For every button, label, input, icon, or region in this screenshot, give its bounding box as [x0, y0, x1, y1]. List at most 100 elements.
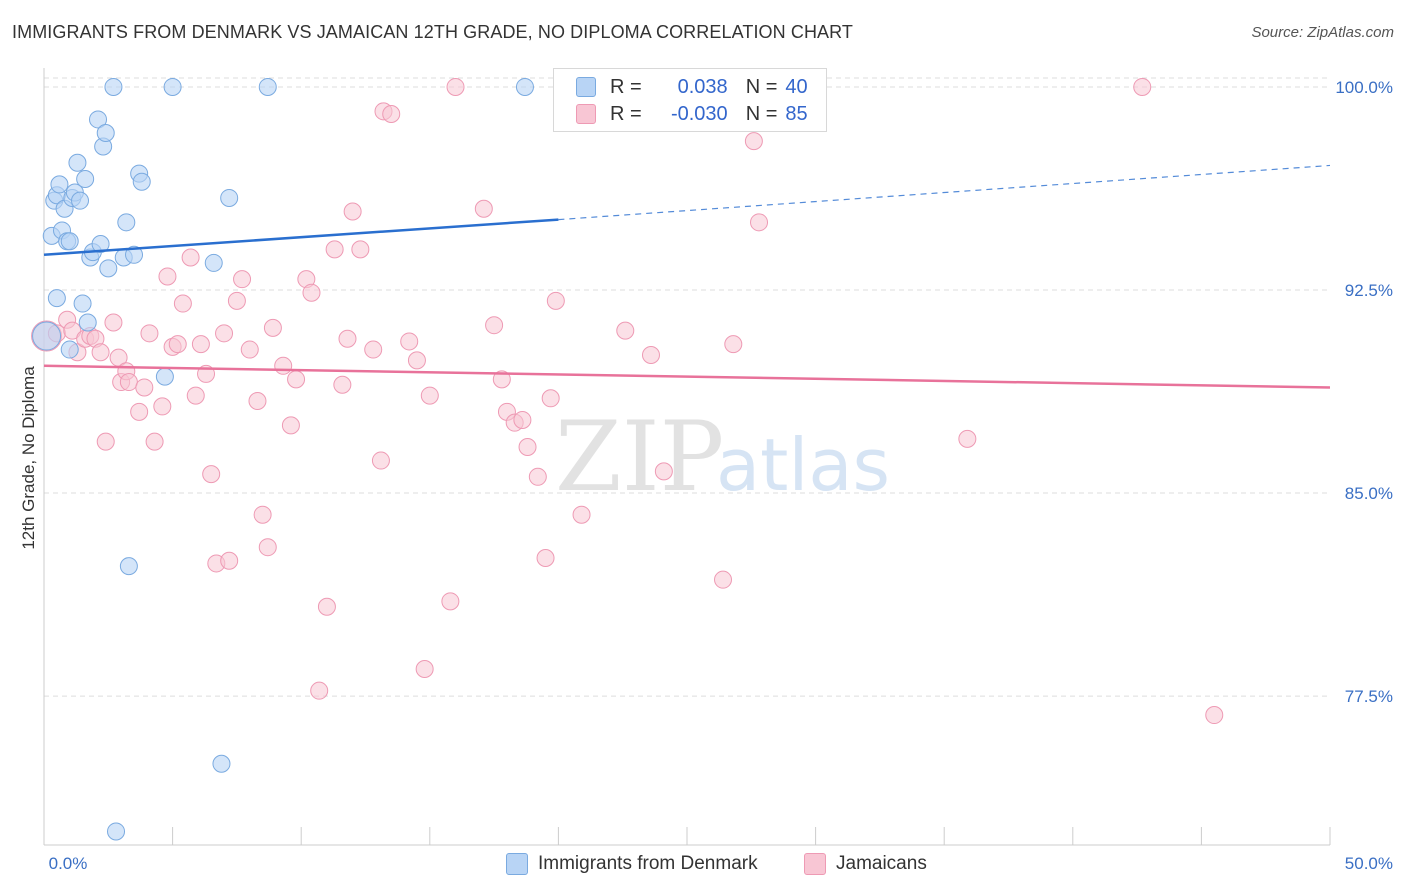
- jamaicans-point: [215, 324, 234, 343]
- chart-title: IMMIGRANTS FROM DENMARK VS JAMAICAN 12TH…: [12, 22, 854, 42]
- bottom-legend-jamaicans: Jamaicans: [804, 850, 927, 878]
- axes: [43, 68, 1331, 846]
- jamaicans-point: [338, 329, 357, 348]
- jamaicans-point: [227, 291, 246, 310]
- legend-swatch-jamaicans: [576, 104, 596, 124]
- legend-swatch-denmark: [576, 77, 596, 97]
- denmark-point: [47, 289, 66, 308]
- jamaicans-point: [400, 332, 419, 351]
- watermark-zip: ZIP: [555, 401, 724, 513]
- denmark-point: [60, 232, 79, 251]
- x-tick-labels: 0.0% 50.0%: [49, 854, 1393, 873]
- denmark-point: [155, 367, 174, 386]
- jamaicans-point: [253, 505, 272, 524]
- denmark-point: [50, 175, 69, 194]
- denmark-point: [73, 294, 92, 313]
- jamaicans-point: [317, 597, 336, 616]
- y-tick-label: 77.5%: [1345, 687, 1393, 706]
- bottom-legend-swatch-denmark: [506, 853, 528, 875]
- jamaicans-point: [186, 386, 205, 405]
- jamaicans-point: [119, 373, 138, 392]
- denmark-point: [76, 170, 95, 188]
- jamaicans-trend-line: [43, 364, 1331, 389]
- jamaicans-point: [202, 465, 221, 484]
- jamaicans-point: [302, 283, 321, 302]
- legend-n-label: N =: [745, 75, 778, 98]
- denmark-point: [220, 188, 239, 207]
- jamaicans-point: [233, 270, 252, 289]
- jamaicans-point: [274, 356, 293, 375]
- watermark-atlas: atlas: [716, 423, 890, 507]
- jamaicans-point: [63, 321, 82, 340]
- jamaicans-point: [248, 392, 267, 410]
- jamaicans-point: [724, 335, 743, 354]
- jamaicans-point: [153, 397, 172, 416]
- chart-source: Source: ZipAtlas.com: [1251, 24, 1394, 41]
- x-tick-label-min: 0.0%: [49, 854, 88, 873]
- jamaicans-point: [654, 462, 673, 481]
- jamaicans-point: [616, 321, 635, 340]
- stats-legend: R = 0.038 N = 40 R = -0.030 N = 85: [553, 68, 827, 132]
- y-tick-label: 85.0%: [1345, 484, 1393, 503]
- bottom-legend-label-denmark: Immigrants from Denmark: [538, 853, 758, 874]
- jamaicans-point: [1205, 706, 1224, 725]
- jamaicans-point: [351, 240, 370, 259]
- denmark-trend-line: [43, 218, 559, 257]
- denmark-point: [96, 123, 115, 142]
- legend-row-denmark: R = 0.038 N = 40: [576, 74, 808, 100]
- denmark-point: [212, 754, 231, 773]
- grid-lines: [44, 77, 1330, 697]
- denmark-point: [119, 557, 138, 576]
- jamaicans-point: [750, 213, 769, 232]
- legend-r-label: R =: [610, 75, 642, 98]
- y-axis-label: 12th Grade, No Diploma: [19, 366, 38, 550]
- jamaicans-point: [191, 335, 210, 354]
- denmark-point: [68, 153, 87, 172]
- jamaicans-point: [104, 313, 123, 332]
- denmark-point: [60, 340, 79, 359]
- jamaicans-point: [513, 410, 532, 429]
- jamaicans-point: [287, 370, 306, 389]
- jamaicans-point: [343, 202, 362, 221]
- jamaicans-point: [528, 467, 547, 486]
- jamaicans-point: [714, 570, 733, 589]
- jamaicans-point: [168, 335, 187, 354]
- denmark-point: [125, 245, 144, 264]
- jamaicans-point: [382, 105, 401, 124]
- denmark-point: [107, 822, 126, 841]
- jamaicans-point: [220, 551, 239, 570]
- jamaicans-point: [474, 199, 493, 218]
- denmark-point: [32, 321, 62, 351]
- legend-n-value: 85: [785, 102, 808, 125]
- denmark-point: [515, 77, 534, 96]
- jamaicans-point: [518, 438, 537, 457]
- denmark-point: [163, 77, 182, 96]
- denmark-point: [78, 313, 97, 332]
- jamaicans-point: [145, 432, 164, 451]
- jamaicans-point: [541, 389, 560, 408]
- legend-n-label: N =: [745, 102, 778, 125]
- jamaicans-point: [415, 660, 434, 679]
- jamaicans-point: [546, 291, 565, 310]
- denmark-point: [71, 191, 90, 210]
- legend-n-value: 40: [785, 75, 808, 98]
- y-tick-label: 92.5%: [1345, 281, 1393, 300]
- jamaicans-point: [441, 592, 460, 611]
- y-tick-labels: 100.0% 92.5% 85.0% 77.5%: [1335, 78, 1393, 706]
- jamaicans-point: [258, 538, 277, 557]
- legend-r-value: 0.038: [677, 75, 728, 98]
- jamaicans-point: [1133, 77, 1152, 96]
- x-tick-label-max: 50.0%: [1345, 854, 1393, 873]
- jamaicans-point: [364, 340, 383, 359]
- trend-lines: [43, 164, 1331, 389]
- jamaicans-point: [641, 345, 660, 364]
- jamaicans-point: [407, 351, 426, 370]
- jamaicans-point: [158, 267, 177, 286]
- jamaicans-point: [96, 432, 115, 451]
- jamaicans-point: [173, 294, 192, 313]
- jamaicans-point: [240, 340, 259, 359]
- jamaicans-point: [371, 451, 390, 470]
- legend-row-jamaicans: R = -0.030 N = 85: [576, 101, 808, 127]
- legend-r-value: -0.030: [670, 102, 728, 125]
